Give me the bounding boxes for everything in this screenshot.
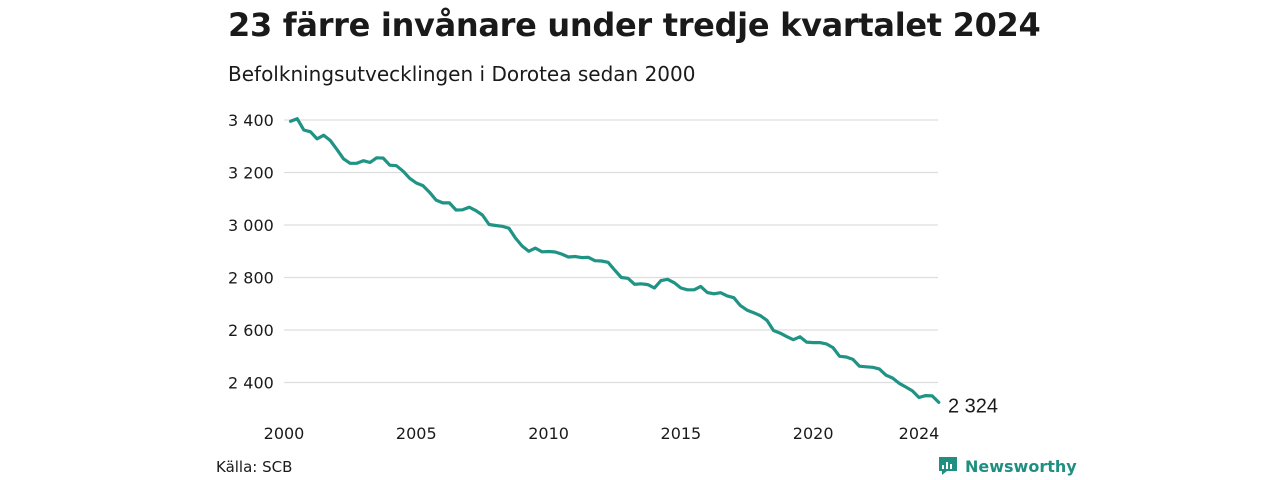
x-tick-label: 2015 (661, 424, 702, 443)
series-group (289, 117, 941, 404)
y-tick-label: 2 400 (228, 374, 274, 393)
y-axis-ticks: 2 400 2 600 2 800 3 000 3 200 3 400 (228, 111, 274, 393)
y-tick-label: 2 600 (228, 321, 274, 340)
x-axis-ticks: 2000 2005 2010 2015 2020 2024 (264, 424, 940, 443)
brand-name: Newsworthy (965, 456, 1077, 476)
x-tick-label: 2010 (528, 424, 569, 443)
population-series-line (289, 117, 941, 404)
chart-subtitle: Befolkningsutvecklingen i Dorotea sedan … (228, 62, 696, 86)
y-tick-label: 3 000 (228, 216, 274, 235)
x-tick-label: 2005 (396, 424, 437, 443)
end-labels: 2 324 (948, 395, 998, 417)
x-tick-label: 2024 (899, 424, 940, 443)
chart-title: 23 färre invånare under tredje kvartalet… (228, 6, 1041, 44)
x-tick-label: 2000 (264, 424, 305, 443)
source-note: Källa: SCB (216, 458, 293, 476)
end-value-label: 2 324 (948, 395, 998, 417)
newsworthy-icon (939, 457, 957, 475)
y-tick-label: 3 200 (228, 164, 274, 183)
brand-logo: Newsworthy (937, 455, 1077, 477)
y-tick-label: 2 800 (228, 269, 274, 288)
x-tick-label: 2020 (793, 424, 834, 443)
gridlines (284, 119, 938, 384)
y-tick-label: 3 400 (228, 111, 274, 130)
